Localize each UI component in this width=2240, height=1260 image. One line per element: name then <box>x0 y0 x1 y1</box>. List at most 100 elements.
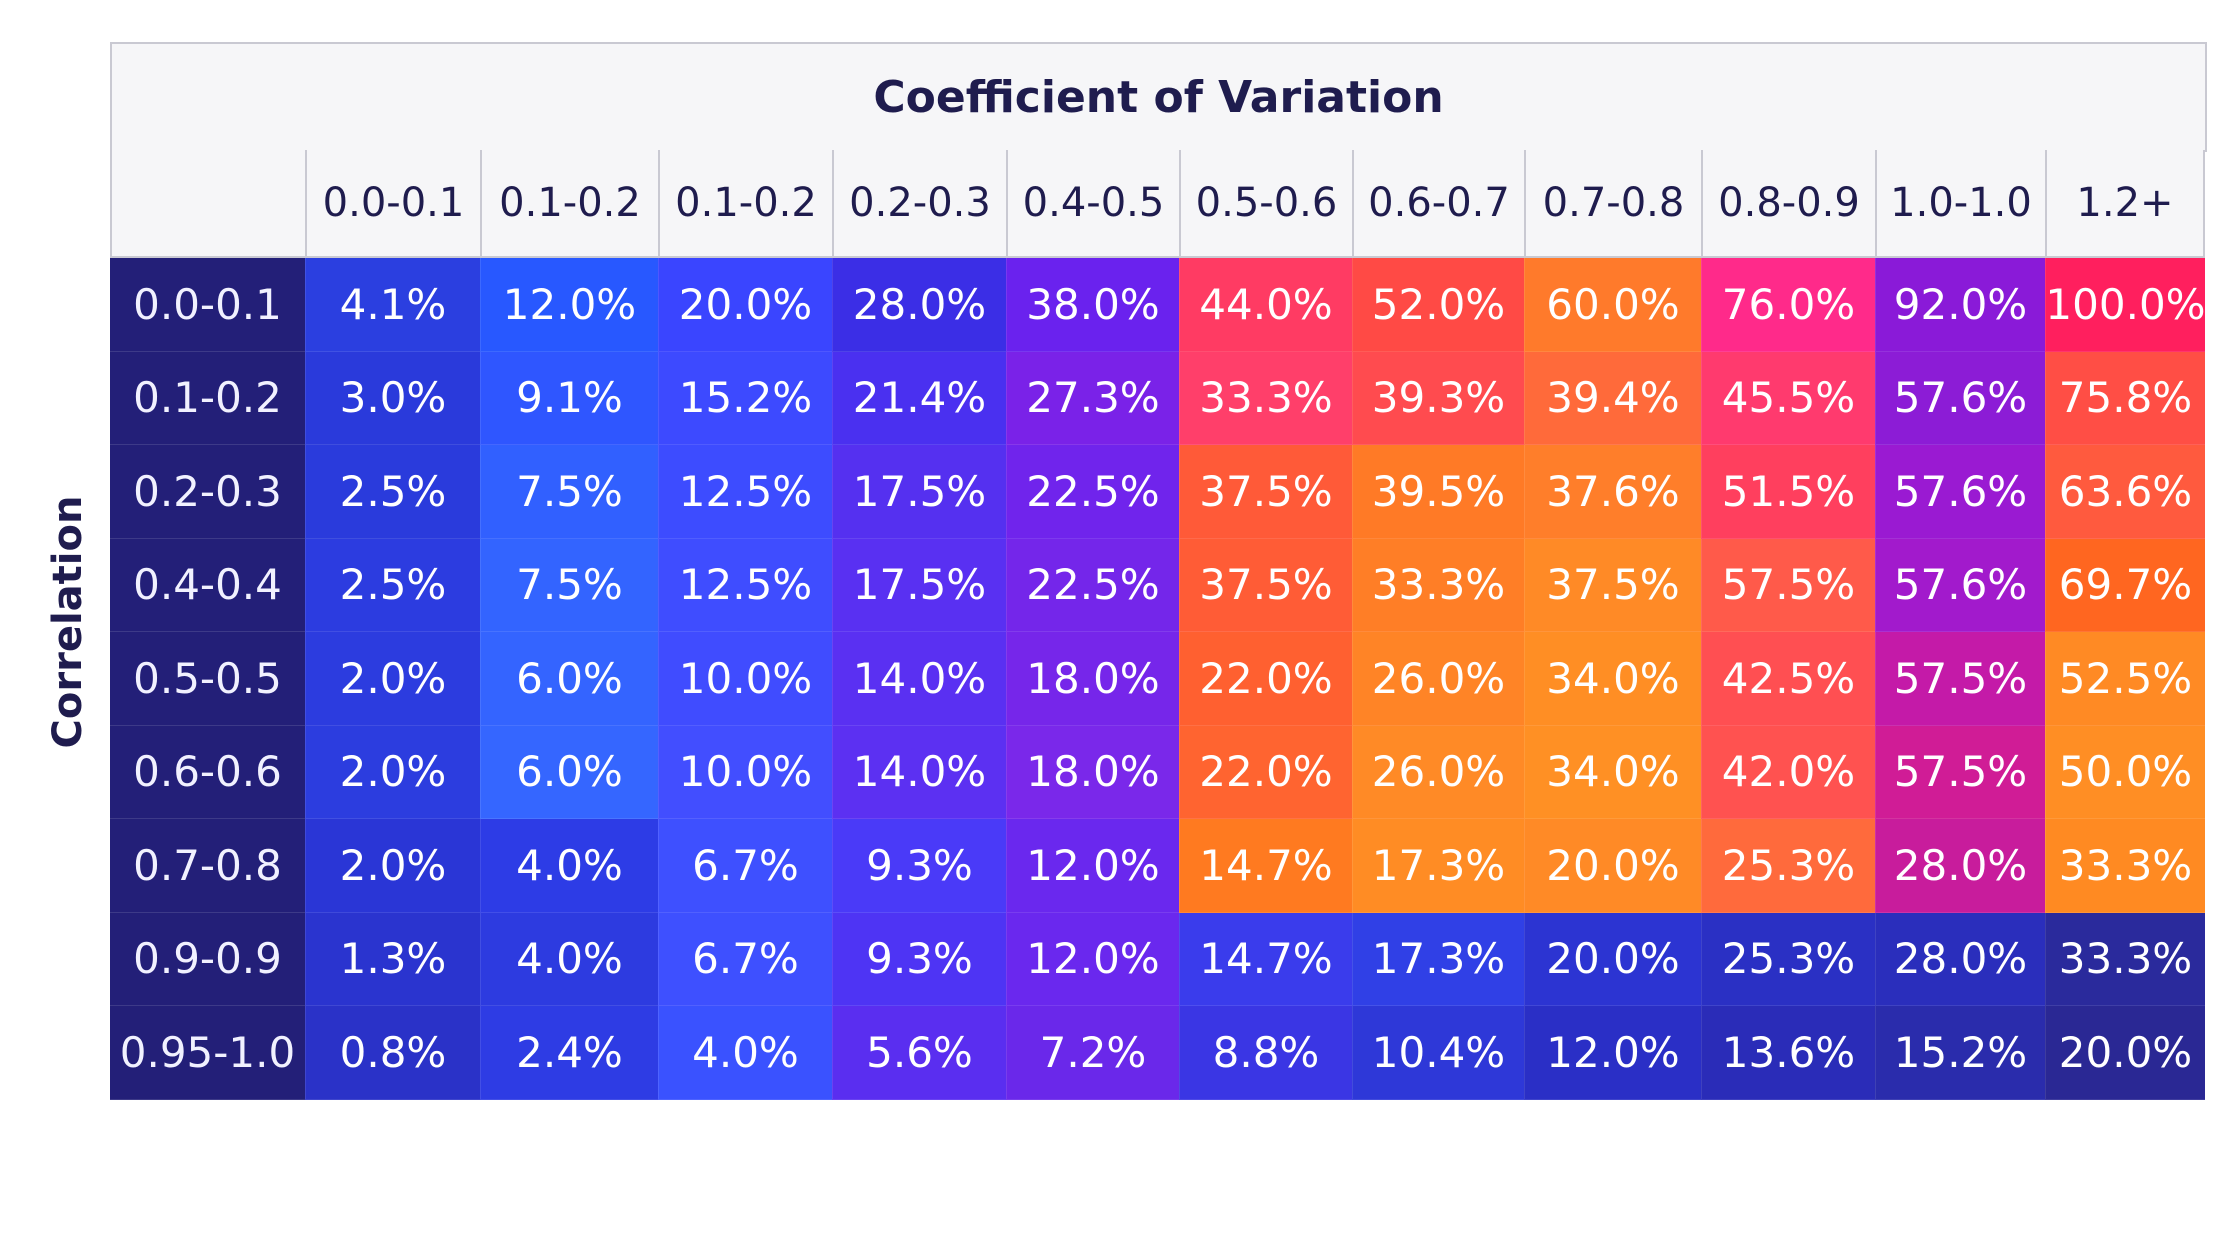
heatmap-row: 0.7-0.8 2.0% 4.0% 6.7% 9.3% 12.0% 14.7% 17.3% 20… <box>110 819 2205 913</box>
heatmap-cell: 18.0% <box>1006 725 1179 819</box>
heatmap-cell: 92.0% <box>1875 258 2045 352</box>
heatmap-cell: 10.4% <box>1352 1006 1524 1100</box>
heatmap-cell: 17.5% <box>832 445 1006 539</box>
heatmap-cell: 4.0% <box>480 912 658 1006</box>
heatmap-cell: 7.2% <box>1006 1006 1179 1100</box>
heatmap-cell: 15.2% <box>1875 1006 2045 1100</box>
heatmap-cell: 76.0% <box>1701 258 1875 352</box>
column-header: 0.6-0.7 <box>1352 150 1524 258</box>
heatmap-cell: 17.3% <box>1352 819 1524 913</box>
heatmap-cell: 22.0% <box>1179 725 1352 819</box>
heatmap-row: 0.4-0.4 2.5% 7.5% 12.5% 17.5% 22.5% 37.5% 33.3%… <box>110 538 2205 632</box>
row-label: 0.5-0.5 <box>110 632 305 726</box>
heatmap-cell: 18.0% <box>1006 632 1179 726</box>
heatmap-cell: 4.1% <box>305 258 480 352</box>
column-header: 1.0-1.0 <box>1875 150 2045 258</box>
heatmap-cell: 28.0% <box>1875 819 2045 913</box>
heatmap-cell: 12.5% <box>658 538 832 632</box>
heatmap-cell: 6.7% <box>658 912 832 1006</box>
heatmap-cell: 52.5% <box>2045 632 2205 726</box>
column-header: 0.7-0.8 <box>1524 150 1701 258</box>
heatmap-cell: 20.0% <box>1524 912 1701 1006</box>
column-header: 0.0-0.1 <box>305 150 480 258</box>
heatmap-cell: 50.0% <box>2045 725 2205 819</box>
heatmap-cell: 39.3% <box>1352 351 1524 445</box>
heatmap-cell: 37.5% <box>1179 445 1352 539</box>
row-label: 0.95-1.0 <box>110 1006 305 1100</box>
heatmap-cell: 9.3% <box>832 912 1006 1006</box>
heatmap-cell: 34.0% <box>1524 632 1701 726</box>
heatmap-cell: 17.5% <box>832 538 1006 632</box>
heatmap-cell: 6.7% <box>658 819 832 913</box>
heatmap-row: 0.2-0.3 2.5% 7.5% 12.5% 17.5% 22.5% 37.5% 39.5%… <box>110 445 2205 539</box>
heatmap-cell: 7.5% <box>480 538 658 632</box>
heatmap-cell: 75.8% <box>2045 351 2205 445</box>
heatmap-cell: 37.6% <box>1524 445 1701 539</box>
heatmap-cell: 0.8% <box>305 1006 480 1100</box>
heatmap-cell: 13.6% <box>1701 1006 1875 1100</box>
heatmap-cell: 14.7% <box>1179 912 1352 1006</box>
heatmap-cell: 12.0% <box>1006 819 1179 913</box>
heatmap-cell: 14.0% <box>832 632 1006 726</box>
heatmap-cell: 9.3% <box>832 819 1006 913</box>
heatmap-cell: 4.0% <box>658 1006 832 1100</box>
y-axis-label: Correlation <box>45 495 91 749</box>
heatmap-cell: 2.5% <box>305 445 480 539</box>
heatmap-cell: 20.0% <box>658 258 832 352</box>
heatmap-cell: 14.0% <box>832 725 1006 819</box>
heatmap-cell: 57.5% <box>1701 538 1875 632</box>
heatmap-cell: 57.6% <box>1875 538 2045 632</box>
heatmap-row: 0.9-0.9 1.3% 4.0% 6.7% 9.3% 12.0% 14.7% 17.3% 20… <box>110 912 2205 1006</box>
heatmap-row: 0.6-0.6 2.0% 6.0% 10.0% 14.0% 18.0% 22.0% 26.0%… <box>110 725 2205 819</box>
row-label: 0.7-0.8 <box>110 819 305 913</box>
row-label: 0.1-0.2 <box>110 351 305 445</box>
heatmap-cell: 15.2% <box>658 351 832 445</box>
column-header: 0.5-0.6 <box>1179 150 1352 258</box>
heatmap-cell: 5.6% <box>832 1006 1006 1100</box>
heatmap-cell: 2.0% <box>305 632 480 726</box>
heatmap-cell: 12.0% <box>1524 1006 1701 1100</box>
heatmap-cell: 12.0% <box>1006 912 1179 1006</box>
heatmap-cell: 57.6% <box>1875 445 2045 539</box>
heatmap-cell: 6.0% <box>480 632 658 726</box>
heatmap-cell: 45.5% <box>1701 351 1875 445</box>
heatmap-grid: 0.0-0.1 4.1% 12.0% 20.0% 28.0% 38.0% 44.0% 52.0… <box>110 258 2206 1100</box>
heatmap-cell: 63.6% <box>2045 445 2205 539</box>
column-header: 0.8-0.9 <box>1701 150 1875 258</box>
heatmap-cell: 44.0% <box>1179 258 1352 352</box>
heatmap-cell: 42.0% <box>1701 725 1875 819</box>
row-label: 0.0-0.1 <box>110 258 305 352</box>
heatmap-cell: 60.0% <box>1524 258 1701 352</box>
heatmap-cell: 37.5% <box>1524 538 1701 632</box>
heatmap-cell: 26.0% <box>1352 632 1524 726</box>
heatmap-cell: 28.0% <box>832 258 1006 352</box>
heatmap-cell: 69.7% <box>2045 538 2205 632</box>
column-header-row: 0.0-0.1 0.1-0.2 0.1-0.2 0.2-0.3 0.4-0.5 0.5-0… <box>110 150 2205 258</box>
row-label: 0.6-0.6 <box>110 725 305 819</box>
heatmap-cell: 26.0% <box>1352 725 1524 819</box>
heatmap-cell: 21.4% <box>832 351 1006 445</box>
heatmap-cell: 25.3% <box>1701 819 1875 913</box>
heatmap-cell: 7.5% <box>480 445 658 539</box>
column-header: 0.1-0.2 <box>658 150 832 258</box>
heatmap-cell: 25.3% <box>1701 912 1875 1006</box>
heatmap-row: 0.5-0.5 2.0% 6.0% 10.0% 14.0% 18.0% 22.0% 26.0%… <box>110 632 2205 726</box>
heatmap-cell: 39.5% <box>1352 445 1524 539</box>
heatmap-cell: 10.0% <box>658 725 832 819</box>
heatmap-cell: 34.0% <box>1524 725 1701 819</box>
heatmap-cell: 33.3% <box>1352 538 1524 632</box>
heatmap-cell: 17.3% <box>1352 912 1524 1006</box>
heatmap-cell: 38.0% <box>1006 258 1179 352</box>
column-header: 0.2-0.3 <box>832 150 1006 258</box>
heatmap-cell: 10.0% <box>658 632 832 726</box>
heatmap-cell: 57.5% <box>1875 725 2045 819</box>
heatmap-cell: 14.7% <box>1179 819 1352 913</box>
heatmap-cell: 52.0% <box>1352 258 1524 352</box>
heatmap-row: 0.95-1.0 0.8% 2.4% 4.0% 5.6% 7.2% 8.8% 10.4% 12.… <box>110 1006 2205 1100</box>
header-corner-cell <box>110 150 305 258</box>
heatmap-cell: 57.6% <box>1875 351 2045 445</box>
heatmap-cell: 3.0% <box>305 351 480 445</box>
column-header: 0.4-0.5 <box>1006 150 1179 258</box>
heatmap-cell: 9.1% <box>480 351 658 445</box>
heatmap-cell: 28.0% <box>1875 912 2045 1006</box>
